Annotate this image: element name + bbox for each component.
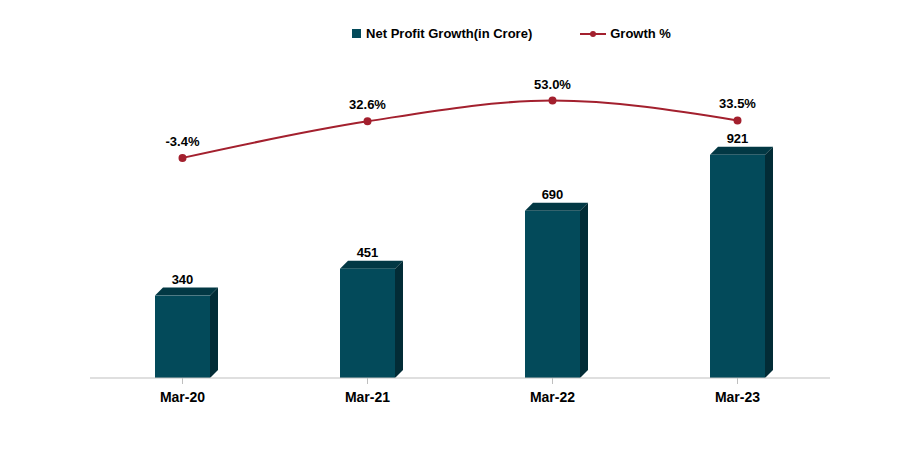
svg-text:-3.4%: -3.4% [166,134,200,149]
svg-text:Mar-23: Mar-23 [715,389,760,405]
svg-text:32.6%: 32.6% [349,97,386,112]
html-text:Net Profit Growth(in Crore): Net Profit Growth(in Crore) [366,26,533,41]
svg-text:921: 921 [727,131,749,146]
svg-text:Mar-22: Mar-22 [530,389,575,405]
html-text:Growth %: Growth % [610,26,671,41]
svg-text:Mar-21: Mar-21 [345,389,390,405]
svg-text:33.5%: 33.5% [719,96,756,111]
svg-text:690: 690 [542,187,564,202]
svg-text:Mar-20: Mar-20 [160,389,205,405]
svg-text:340: 340 [172,272,194,287]
svg-text:451: 451 [357,245,379,260]
svg-text:53.0%: 53.0% [534,77,571,92]
